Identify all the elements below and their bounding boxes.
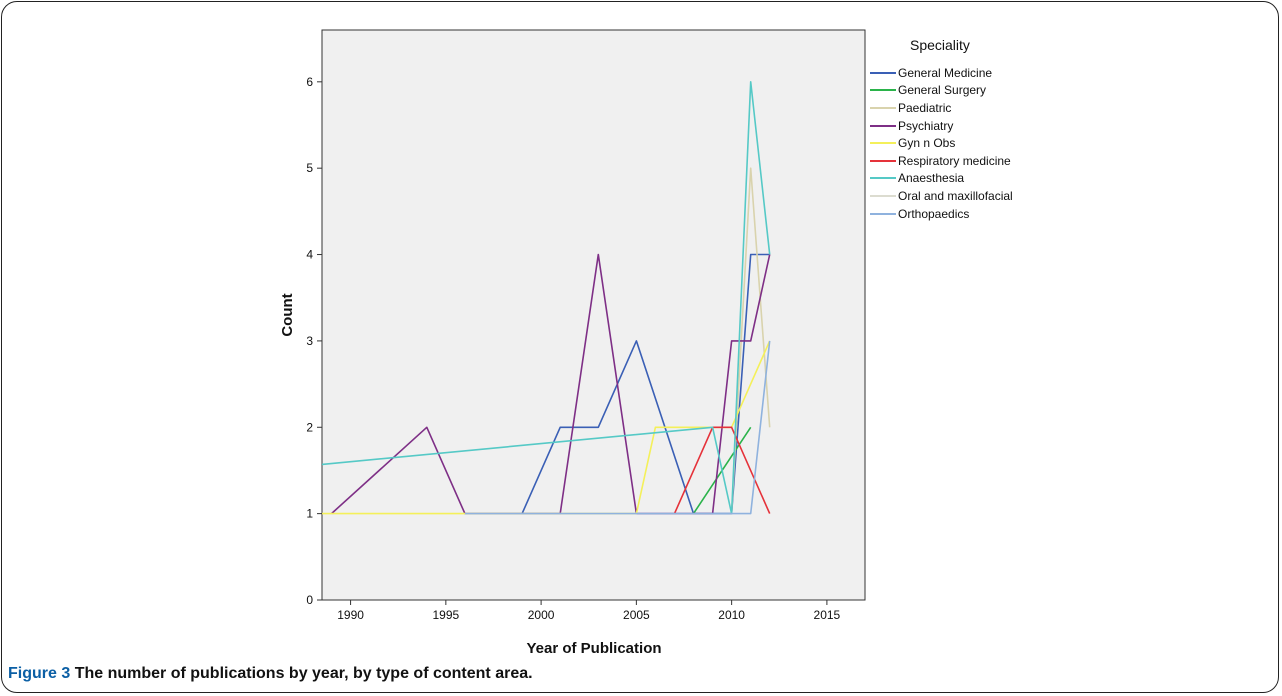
legend-item: Orthopaedics bbox=[870, 205, 1013, 223]
legend-item: Anaesthesia bbox=[870, 170, 1013, 188]
axis-layer: 1990 1995 2000 2005 2010 2015 0 1 2 3 4 5 6 bbox=[306, 75, 840, 622]
legend-item: General Medicine bbox=[870, 64, 1013, 82]
legend-swatch bbox=[870, 194, 896, 197]
legend-swatch bbox=[870, 71, 896, 74]
y-tick-label: 3 bbox=[306, 334, 313, 348]
legend-swatch bbox=[870, 177, 896, 180]
legend-swatch bbox=[870, 124, 896, 127]
legend-item: Paediatric bbox=[870, 99, 1013, 117]
legend-item: General Surgery bbox=[870, 82, 1013, 100]
y-tick-label: 5 bbox=[306, 161, 313, 175]
figure-caption-text: The number of publications by year, by t… bbox=[74, 665, 533, 682]
legend-label: Respiratory medicine bbox=[898, 153, 1011, 168]
y-tick-label: 4 bbox=[306, 248, 313, 262]
legend-item: Gyn n Obs bbox=[870, 134, 1013, 152]
legend-item: Respiratory medicine bbox=[870, 152, 1013, 170]
legend-label: Orthopaedics bbox=[898, 206, 970, 221]
legend-swatch bbox=[870, 89, 896, 92]
legend-label: General Medicine bbox=[898, 65, 993, 80]
y-tick-label: 1 bbox=[306, 507, 313, 521]
x-tick-label: 1995 bbox=[432, 608, 459, 622]
y-axis-label: Count bbox=[279, 293, 296, 336]
x-axis-label: Year of Publication bbox=[526, 640, 661, 657]
figure-caption: Figure 3 The number of publications by y… bbox=[8, 665, 533, 683]
x-tick-label: 2015 bbox=[814, 608, 841, 622]
legend-label: Psychiatry bbox=[898, 118, 954, 133]
legend-swatch bbox=[870, 142, 896, 145]
plot-area bbox=[321, 29, 866, 601]
legend-label: Paediatric bbox=[898, 100, 952, 115]
legend-swatch bbox=[870, 212, 896, 215]
y-tick-label: 6 bbox=[306, 75, 313, 89]
legend-label: Anaesthesia bbox=[898, 171, 965, 186]
legend-swatch bbox=[870, 106, 896, 109]
x-tick-label: 2010 bbox=[718, 608, 745, 622]
x-tick-label: 1990 bbox=[337, 608, 364, 622]
series-line-orthopaedics bbox=[464, 340, 771, 515]
legend-label: Gyn n Obs bbox=[898, 136, 956, 151]
series-line-respiratory-medicine bbox=[673, 426, 771, 514]
y-tick-label: 0 bbox=[306, 593, 313, 607]
series-line-psychiatry bbox=[330, 253, 771, 515]
legend-item: Oral and maxillofacial bbox=[870, 187, 1013, 205]
series-layer bbox=[321, 81, 771, 515]
legend-title: Speciality bbox=[910, 37, 970, 53]
legend-label: General Surgery bbox=[898, 83, 987, 98]
x-tick-label: 2005 bbox=[623, 608, 650, 622]
legend-label: Oral and maxillofacial bbox=[898, 188, 1013, 203]
legend-swatch bbox=[870, 159, 896, 162]
y-tick-label: 2 bbox=[306, 420, 313, 434]
legend-item: Psychiatry bbox=[870, 117, 1013, 135]
x-tick-label: 2000 bbox=[528, 608, 555, 622]
legend: General Medicine General Surgery Paediatri… bbox=[870, 64, 1013, 222]
series-line-paediatric bbox=[730, 167, 771, 514]
figure-caption-label: Figure 3 bbox=[8, 665, 71, 682]
